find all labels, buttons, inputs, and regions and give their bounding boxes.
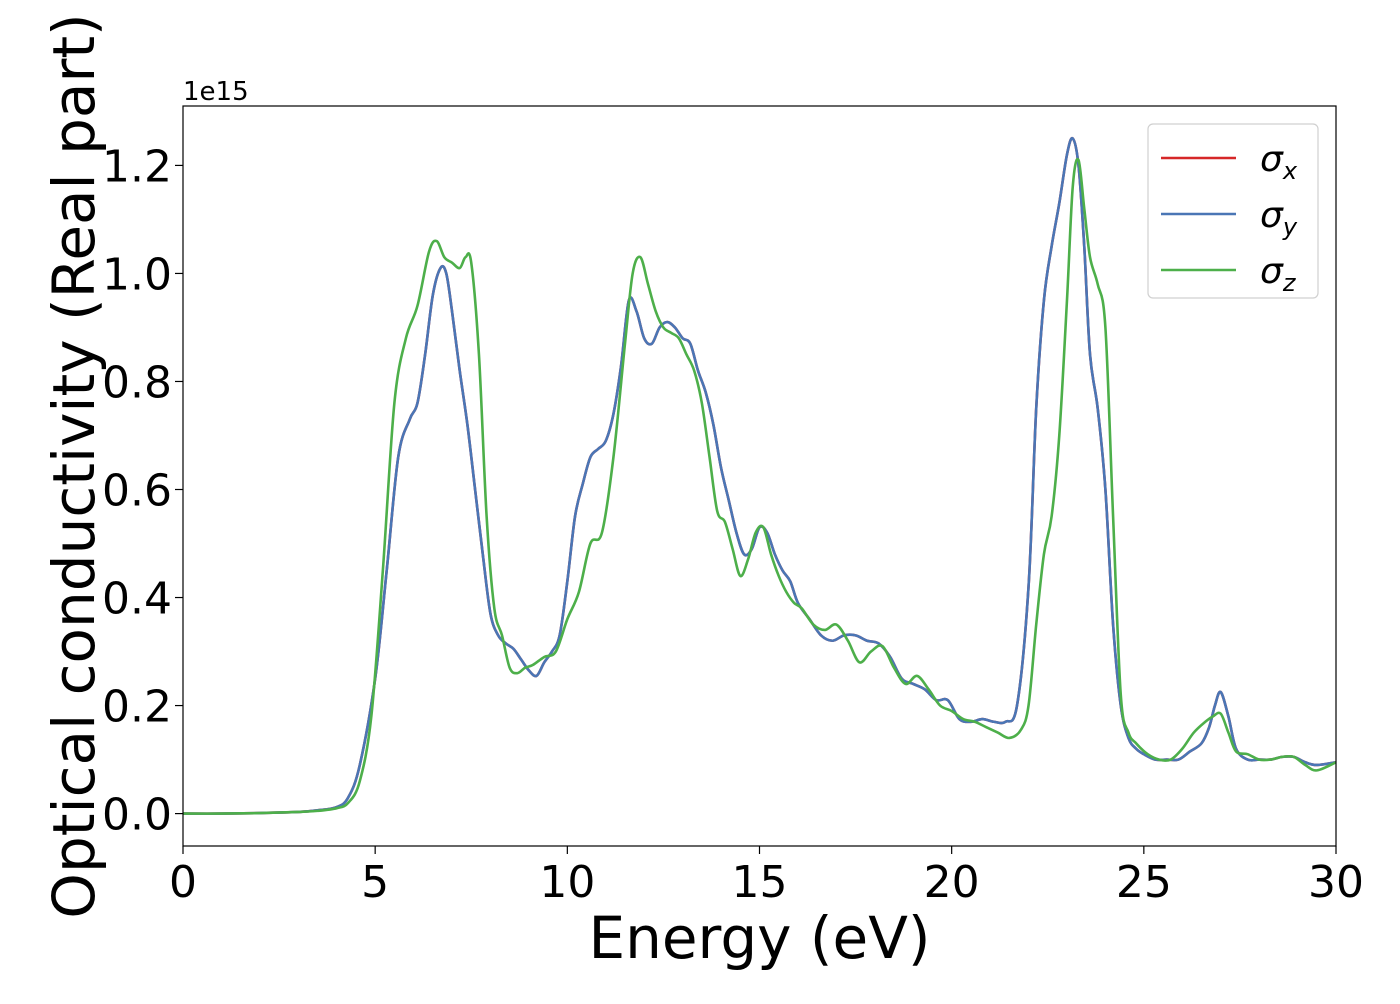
series-line-z [183,157,1336,815]
legend-subscript: y [1282,213,1298,241]
y-axis-label: Optical conductivity (Real part) [40,13,108,918]
legend-label-z: σz [1260,251,1297,297]
y-tick-label: 1.2 [102,141,172,192]
legend-symbol: σ [1260,139,1284,180]
x-tick-label: 20 [924,857,980,908]
x-tick-label: 30 [1308,857,1364,908]
x-axis: 0 5 10 15 20 25 30 [169,846,1364,908]
legend-symbol: σ [1260,251,1284,292]
y-tick-label: 0.4 [102,574,172,625]
y-axis: 0.0 0.2 0.4 0.6 0.8 1.0 1.2 [102,141,183,841]
x-tick-label: 25 [1116,857,1172,908]
series-line-y [183,136,1336,815]
x-tick-label: 10 [539,857,595,908]
legend-box [1147,123,1319,299]
y-tick-label: 0.6 [102,466,172,517]
x-tick-label: 15 [732,857,788,908]
x-tick-label: 0 [169,857,197,908]
series-layer [183,136,1336,815]
legend-subscript: z [1282,269,1297,297]
x-tick-label: 5 [361,857,389,908]
x-axis-label: Energy (eV) [588,904,930,972]
y-tick-label: 0.2 [102,682,172,733]
legend-subscript: x [1282,157,1298,185]
y-tick-label: 1.0 [102,249,172,300]
y-tick-label: 0.8 [102,357,172,408]
y-offset-text: 1e15 [183,77,249,107]
legend-label-y: σy [1260,195,1298,241]
legend-label-x: σx [1260,139,1298,185]
legend-symbol: σ [1260,195,1284,236]
y-tick-label: 0.0 [102,790,172,841]
